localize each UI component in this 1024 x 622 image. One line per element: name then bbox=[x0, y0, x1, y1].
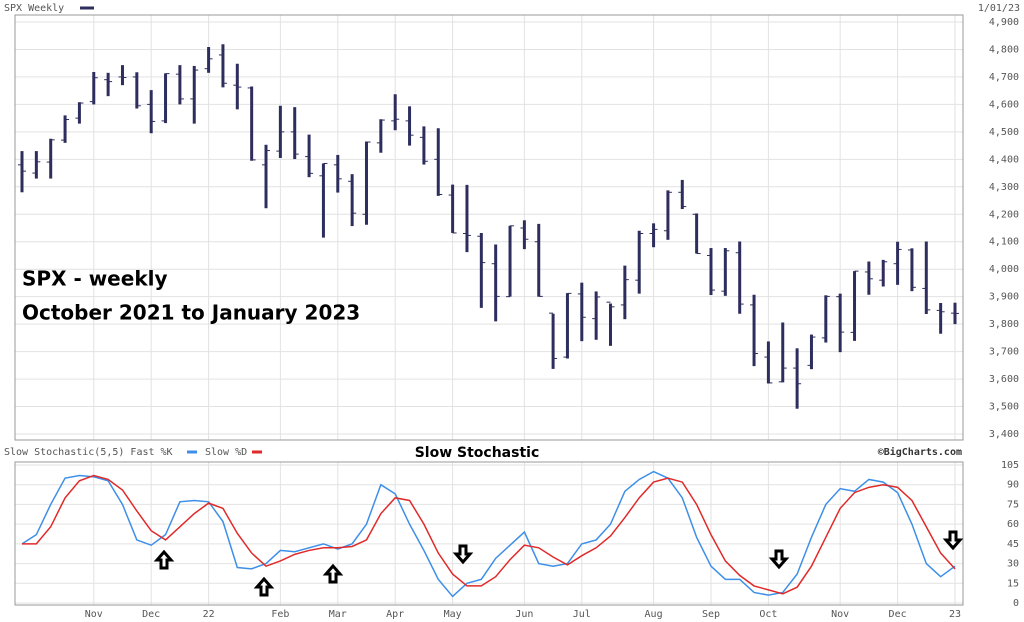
y-tick-label: 4,900 bbox=[989, 17, 1019, 28]
down-arrow bbox=[452, 544, 474, 565]
y-tick-label: 4,000 bbox=[989, 264, 1019, 275]
y-tick-label: 4,100 bbox=[989, 237, 1019, 248]
x-tick-label: May bbox=[444, 609, 462, 620]
arrows bbox=[153, 530, 964, 597]
annotation: SPX - weekly bbox=[22, 267, 168, 291]
y-tick-label: 4,200 bbox=[989, 209, 1019, 220]
stoch-frame bbox=[14, 461, 964, 606]
series-line bbox=[21, 470, 956, 598]
chart-date: 1/01/23 bbox=[978, 3, 1020, 14]
y-tick-label: 3,900 bbox=[989, 292, 1019, 303]
x-tick-label: Nov bbox=[85, 609, 103, 620]
annotation: October 2021 to January 2023 bbox=[22, 301, 360, 325]
down-arrow bbox=[942, 530, 964, 551]
x-tick-label: Sep bbox=[702, 609, 720, 620]
y-tick-label: 30 bbox=[1007, 559, 1019, 570]
x-tick-label: Aug bbox=[645, 609, 663, 620]
legend-slow-d: Slow %D bbox=[205, 447, 247, 458]
y-tick-label: 3,500 bbox=[989, 402, 1019, 413]
x-tick-label: Jul bbox=[573, 609, 591, 620]
x-tick-label: Jun bbox=[515, 609, 533, 620]
legend-price: SPX Weekly bbox=[4, 3, 64, 14]
price-frame bbox=[14, 14, 964, 441]
y-tick-label: 75 bbox=[1007, 499, 1019, 510]
y-tick-label: 3,700 bbox=[989, 347, 1019, 358]
down-arrow bbox=[768, 549, 790, 570]
x-tick-label: 23 bbox=[949, 609, 961, 620]
y-tick-label: 4,400 bbox=[989, 154, 1019, 165]
y-tick-label: 105 bbox=[1001, 460, 1019, 471]
y-tick-label: 3,400 bbox=[989, 429, 1019, 440]
x-tick-label: Dec bbox=[889, 609, 907, 620]
y-tick-label: 4,600 bbox=[989, 99, 1019, 110]
x-tick-label: 22 bbox=[203, 609, 215, 620]
y-tick-label: 0 bbox=[1013, 598, 1019, 609]
y-tick-label: 4,800 bbox=[989, 44, 1019, 55]
x-tick-label: Oct bbox=[759, 609, 777, 620]
y-tick-label: 15 bbox=[1007, 578, 1019, 589]
x-tick-label: Apr bbox=[386, 609, 404, 620]
x-tick-label: Nov bbox=[831, 609, 849, 620]
y-tick-label: 3,800 bbox=[989, 319, 1019, 330]
series-line bbox=[22, 474, 956, 595]
legend-fast-k: Slow Stochastic(5,5) Fast %K bbox=[4, 447, 173, 458]
y-tick-label: 3,600 bbox=[989, 374, 1019, 385]
x-tick-label: Feb bbox=[271, 609, 289, 620]
y-tick-label: 4,700 bbox=[989, 72, 1019, 83]
y-tick-label: 60 bbox=[1007, 519, 1019, 530]
y-tick-label: 45 bbox=[1007, 539, 1019, 550]
x-tick-label: Dec bbox=[142, 609, 160, 620]
y-tick-label: 4,300 bbox=[989, 182, 1019, 193]
stoch-title: Slow Stochastic bbox=[415, 445, 540, 461]
y-tick-label: 4,500 bbox=[989, 127, 1019, 138]
x-tick-label: Mar bbox=[329, 609, 347, 620]
source: ©BigCharts.com bbox=[878, 446, 962, 458]
up-arrow bbox=[322, 563, 344, 584]
y-tick-label: 90 bbox=[1007, 480, 1019, 491]
up-arrow bbox=[253, 576, 275, 597]
up-arrow bbox=[153, 549, 175, 570]
